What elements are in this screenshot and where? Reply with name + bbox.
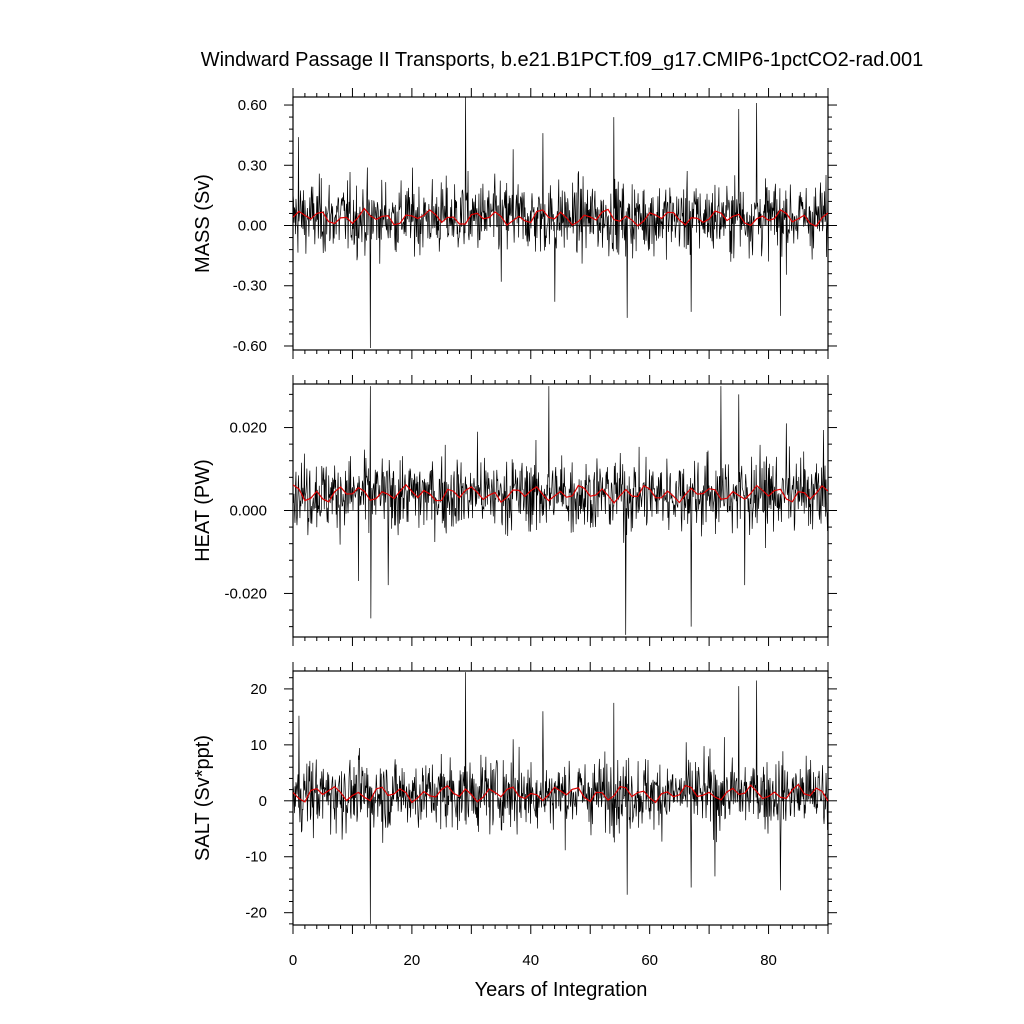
monthly-series-line (293, 672, 828, 924)
chart-title: Windward Passage II Transports, b.e21.B1… (201, 49, 924, 71)
y-axis-label: HEAT (PW) (192, 459, 214, 562)
x-tick-label: 60 (641, 952, 658, 969)
y-axis-label: MASS (Sv) (192, 174, 214, 273)
y-tick-label: 0.00 (238, 218, 267, 235)
monthly-series-line (293, 97, 828, 348)
x-tick-label: 20 (404, 952, 421, 969)
y-tick-label: -0.60 (233, 338, 267, 355)
x-tick-label: 40 (522, 952, 539, 969)
y-tick-label: -0.30 (233, 278, 267, 295)
x-tick-label: 80 (760, 952, 777, 969)
annual-mean-line (293, 483, 828, 504)
y-tick-label: 0.000 (229, 503, 267, 520)
y-tick-label: 0.60 (238, 97, 267, 114)
plot-frame (292, 96, 829, 351)
annual-mean-line (293, 783, 828, 804)
y-tick-label: -10 (245, 849, 267, 866)
panels: 0.60 0.30 0.00 -0.30 -0.60 MASS (Sv) 0.020 0.00… (192, 88, 837, 969)
y-tick-label: 10 (250, 737, 267, 754)
monthly-series-line (293, 386, 828, 635)
y-tick-label: 20 (250, 681, 267, 698)
annual-mean-line (293, 207, 828, 228)
panel-2: 0.020 0.000 -0.020 HEAT (PW) (192, 375, 837, 646)
y-tick-label: -20 (245, 905, 267, 922)
x-axis-label: Years of Integration (475, 979, 648, 1001)
panel-1: 0.60 0.30 0.00 -0.30 -0.60 MASS (Sv) (192, 88, 837, 359)
y-tick-label: 0 (259, 793, 267, 810)
y-axis-label: SALT (Sv*ppt) (192, 735, 214, 861)
y-tick-label: 0.30 (238, 157, 267, 174)
y-tick-label: 0.020 (229, 420, 267, 437)
panel-3: 20 10 0 -10 -20 SALT (Sv*ppt) (192, 662, 837, 934)
y-tick-label: -0.020 (224, 585, 267, 602)
x-tick-label: 0 (289, 952, 297, 969)
